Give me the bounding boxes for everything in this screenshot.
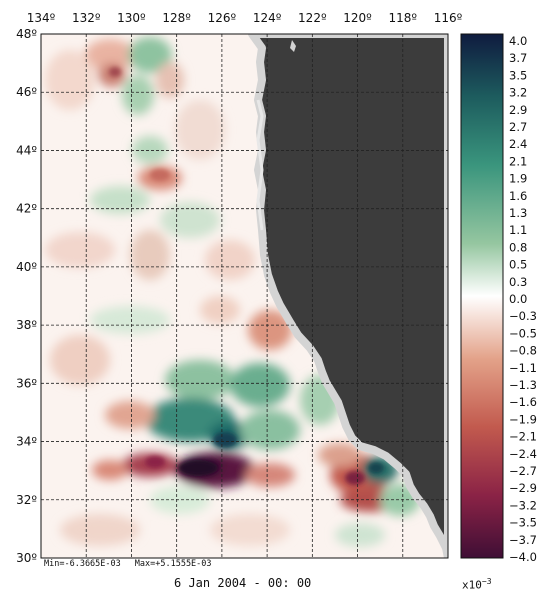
longitude-tick-label: 116º bbox=[434, 11, 463, 25]
coastal-shelf-edge bbox=[256, 99, 264, 231]
colorbar-scale-factor: x10−3 bbox=[462, 577, 492, 592]
colorbar-tick-label: 0.0 bbox=[509, 292, 527, 306]
latitude-tick-label: 38º bbox=[16, 318, 37, 332]
latitude-tick-label: 42º bbox=[16, 202, 37, 216]
min-value: Min=-6.3665E-03 bbox=[44, 559, 121, 569]
colorbar-tick-label: 1.3 bbox=[509, 206, 527, 220]
colorbar-tick-label: −0.3 bbox=[509, 309, 537, 323]
colorbar-tick-label: −2.1 bbox=[509, 430, 537, 444]
anomaly-spots bbox=[109, 67, 384, 485]
colorbar-tick-label: 3.5 bbox=[509, 68, 527, 82]
colorbar-tick-label: 0.3 bbox=[509, 275, 527, 289]
latitude-tick-label: 48º bbox=[16, 27, 37, 41]
colorbar-tick-label: 0.8 bbox=[509, 240, 527, 254]
latitude-tick-label: 46º bbox=[16, 85, 37, 99]
colorbar-tick-label: 1.9 bbox=[509, 172, 527, 186]
scale-prefix: x10 bbox=[462, 578, 482, 592]
colorbar-tick-label: −3.2 bbox=[509, 498, 537, 512]
latitude-tick-label: 40º bbox=[16, 260, 37, 274]
max-value: Max=+5.1555E-03 bbox=[134, 559, 212, 569]
colorbar-tick-label: −3.5 bbox=[509, 516, 537, 530]
colorbar-tick-label: −1.1 bbox=[509, 361, 537, 375]
land-mass bbox=[248, 34, 448, 558]
map-panel bbox=[41, 34, 448, 558]
longitude-tick-label: 132º bbox=[72, 11, 101, 25]
colorbar-tick-label: 0.5 bbox=[509, 258, 527, 272]
puget-sound-detail bbox=[290, 40, 296, 52]
colorbar-tick-label: 2.1 bbox=[509, 154, 527, 168]
colorbar-tick-label: −2.4 bbox=[509, 447, 537, 461]
colorbar-tick-label: 2.9 bbox=[509, 103, 527, 117]
colorbar-tick-label: 1.1 bbox=[509, 223, 527, 237]
colorbar-tick-label: −0.5 bbox=[509, 326, 537, 340]
colorbar-tick-label: 4.0 bbox=[509, 34, 527, 48]
min-max-readout: Min=-6.3665E-03 Max=+5.1555E-03 bbox=[44, 559, 212, 569]
timestamp-label: 6 Jan 2004 - 00: 00 bbox=[174, 576, 312, 590]
grid-lines bbox=[41, 34, 448, 558]
colorbar-tick-label: 3.2 bbox=[509, 86, 527, 100]
colorbar-tick-label: −1.6 bbox=[509, 395, 537, 409]
longitude-labels: 134º 132º 130º 128º 126º 124º 122º 120º 118º 116º bbox=[27, 11, 463, 25]
longitude-tick-label: 118º bbox=[388, 11, 417, 25]
colorbar bbox=[460, 33, 504, 559]
latitude-tick-label: 34º bbox=[16, 435, 37, 449]
longitude-tick-label: 120º bbox=[343, 11, 372, 25]
map-frame bbox=[40, 33, 449, 559]
latitude-tick-label: 32º bbox=[16, 493, 37, 507]
colorbar-tick-label: −1.3 bbox=[509, 378, 537, 392]
colorbar-tick-label: 1.6 bbox=[509, 189, 527, 203]
colorbar-tick-label: −2.7 bbox=[509, 464, 537, 478]
longitude-tick-label: 124º bbox=[253, 11, 282, 25]
colorbar-tick-label: −0.8 bbox=[509, 344, 537, 358]
latitude-tick-label: 36º bbox=[16, 376, 37, 390]
colorbar-labels: 4.0 3.7 3.5 3.2 2.9 2.7 2.4 2.1 1.9 1.6 1.3 1.1 0.8 0… bbox=[509, 34, 537, 564]
colorbar-tick-label: −1.9 bbox=[509, 412, 537, 426]
latitude-tick-label: 44º bbox=[16, 143, 37, 157]
longitude-tick-label: 128º bbox=[162, 11, 191, 25]
scale-exponent: −3 bbox=[481, 577, 492, 586]
colorbar-tick-label: 2.7 bbox=[509, 120, 527, 134]
longitude-tick-label: 134º bbox=[27, 11, 56, 25]
colorbar-tick-label: −2.9 bbox=[509, 481, 537, 495]
colorbar-tick-label: 2.4 bbox=[509, 137, 527, 151]
longitude-tick-label: 130º bbox=[117, 11, 146, 25]
colorbar-tick-label: −3.7 bbox=[509, 533, 537, 547]
longitude-tick-label: 122º bbox=[298, 11, 327, 25]
colorbar-tick-label: −4.0 bbox=[509, 550, 537, 564]
latitude-tick-label: 30º bbox=[16, 551, 37, 565]
colorbar-tick-label: 3.7 bbox=[509, 51, 527, 65]
longitude-tick-label: 126º bbox=[208, 11, 237, 25]
latitude-labels: 48º 46º 44º 42º 40º 38º 36º 34º 32º 30º bbox=[16, 27, 37, 565]
